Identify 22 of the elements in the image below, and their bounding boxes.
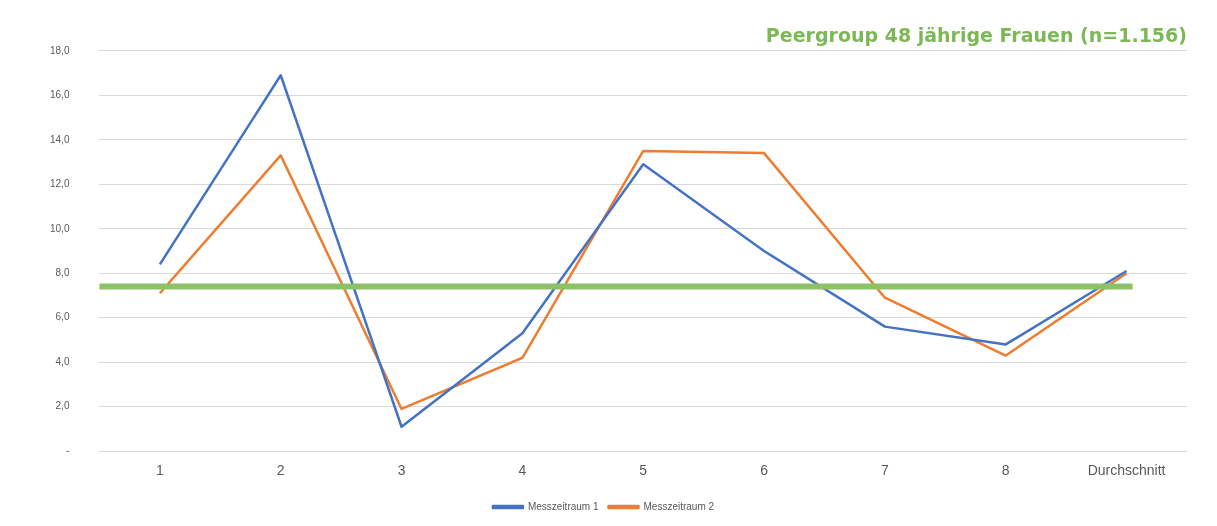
y-tick-label: 14,0 (49, 133, 70, 145)
y-tick-label: 4,0 (55, 355, 70, 367)
chart-title: Peergroup 48 jährige Frauen (n=1.156) (765, 24, 1187, 47)
legend-label: Messzeitraum 1 (527, 500, 599, 512)
x-tick-label: 7 (881, 462, 890, 479)
y-tick-label: 6,0 (55, 311, 70, 323)
y-tick-label: 8,0 (55, 266, 70, 278)
x-tick-label: Durchschnitt (1087, 462, 1166, 479)
x-tick-label: 2 (276, 462, 285, 479)
y-tick-label: 10,0 (49, 222, 70, 234)
y-tick-label: 16,0 (49, 89, 70, 101)
y-tick-label: - (66, 444, 70, 456)
x-tick-label: 6 (760, 462, 769, 479)
x-tick-label: 3 (397, 462, 406, 479)
y-tick-label: 18,0 (49, 44, 70, 56)
x-tick-label: 5 (639, 462, 648, 479)
x-tick-label: 1 (155, 462, 164, 479)
legend-label: Messzeitraum 2 (643, 500, 715, 512)
y-tick-label: 2,0 (55, 400, 70, 412)
x-tick-label: 8 (1001, 462, 1010, 479)
y-tick-label: 12,0 (49, 178, 70, 190)
x-tick-label: 4 (518, 462, 527, 479)
